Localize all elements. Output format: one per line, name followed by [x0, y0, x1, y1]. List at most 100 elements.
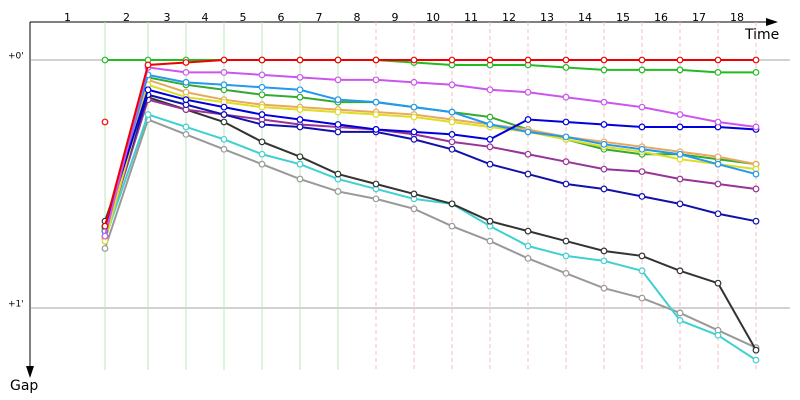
lap-point: [714, 160, 722, 168]
y-tick-label: +1': [8, 300, 24, 310]
lap-point: [101, 222, 109, 230]
lap-point: [448, 108, 456, 116]
lap-point: [714, 118, 722, 126]
lap-point: [600, 66, 608, 74]
lap-point: [486, 143, 494, 151]
lap-point: [524, 88, 532, 96]
lap-label: 3: [164, 11, 171, 24]
lap-point: [600, 98, 608, 106]
lap-point: [676, 267, 684, 275]
lap-label: 9: [392, 11, 399, 24]
lap-point: [372, 56, 380, 64]
lap-label: 10: [426, 11, 440, 24]
series-line: [104, 66, 757, 237]
lap-point: [600, 284, 608, 292]
lap-point: [676, 150, 684, 158]
lap-point: [486, 56, 494, 64]
lap-point: [638, 145, 646, 153]
lap-point: [334, 76, 342, 84]
lap-point: [296, 175, 304, 183]
lap-point: [372, 195, 380, 203]
lap-point: [410, 135, 418, 143]
lap-point: [258, 150, 266, 158]
lap-point: [182, 59, 190, 66]
lap-point: [448, 138, 456, 146]
lap-point: [676, 200, 684, 208]
lap-point: [220, 145, 228, 153]
lap-point: [676, 56, 684, 64]
lap-point: [144, 111, 152, 118]
lap-label: 16: [654, 11, 668, 24]
lap-label: 12: [502, 11, 516, 24]
lap-point: [144, 86, 152, 94]
lap-point: [676, 309, 684, 317]
lap-point: [296, 56, 304, 64]
lap-point: [486, 160, 494, 168]
lap-point: [296, 86, 304, 94]
lap-point: [258, 103, 266, 111]
lap-point: [752, 217, 760, 225]
lap-point: [144, 61, 152, 69]
lap-point: [101, 56, 109, 64]
y-tick-label: +0': [8, 52, 24, 62]
lap-point: [334, 121, 342, 128]
series-line: [104, 93, 757, 232]
lap-point: [182, 96, 190, 104]
lap-point: [334, 170, 342, 178]
lap-point: [182, 123, 190, 131]
lap-point: [524, 150, 532, 158]
lap-point: [372, 126, 380, 133]
lap-point: [638, 267, 646, 275]
lap-point: [600, 257, 608, 265]
lap-point: [101, 232, 109, 240]
lap-point: [714, 153, 722, 161]
lap-point: [486, 217, 494, 225]
lap-point: [334, 188, 342, 195]
lap-point: [448, 56, 456, 64]
lap-point: [101, 118, 109, 126]
lap-point: [562, 269, 570, 277]
lap-label: 11: [464, 11, 478, 24]
series-line: [104, 78, 757, 239]
lap-point: [524, 116, 532, 123]
lap-point: [676, 175, 684, 183]
lap-label: 18: [730, 11, 744, 24]
lap-point: [448, 200, 456, 208]
lap-point: [524, 227, 532, 235]
lap-point: [296, 153, 304, 161]
lap-point: [676, 66, 684, 74]
lap-point: [524, 170, 532, 178]
lap-point: [410, 78, 418, 86]
lap-point: [296, 106, 304, 113]
lap-point: [524, 56, 532, 64]
lap-point: [258, 56, 266, 64]
lap-point: [752, 170, 760, 178]
x-axis-label: Time: [744, 27, 779, 43]
lap-point: [410, 113, 418, 121]
lap-point: [714, 56, 722, 64]
lap-point: [296, 116, 304, 123]
series-line: [104, 95, 757, 351]
lap-point: [372, 98, 380, 106]
lap-point: [638, 294, 646, 302]
lap-point: [258, 83, 266, 91]
lap-label: 8: [354, 11, 361, 24]
lap-point: [638, 123, 646, 131]
lap-label: 13: [540, 11, 554, 24]
lap-point: [220, 81, 228, 89]
lap-point: [752, 346, 760, 354]
lap-point: [600, 185, 608, 193]
lap-point: [448, 222, 456, 230]
lap-point: [182, 68, 190, 76]
time-arrow: [766, 18, 778, 26]
lap-point: [258, 111, 266, 118]
lap-point: [448, 145, 456, 153]
lap-point: [562, 133, 570, 141]
lap-point: [562, 64, 570, 71]
lap-point: [372, 76, 380, 84]
lap-point: [600, 247, 608, 255]
lap-point: [638, 66, 646, 74]
series-line: [104, 83, 757, 242]
lap-point: [258, 71, 266, 79]
